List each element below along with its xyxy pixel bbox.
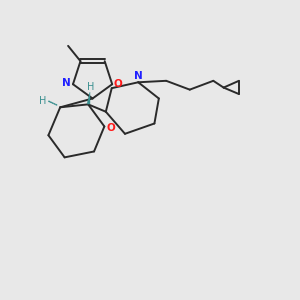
Text: N: N: [134, 71, 143, 81]
Text: O: O: [114, 79, 122, 88]
Text: H: H: [39, 96, 46, 106]
Text: O: O: [106, 123, 115, 133]
Polygon shape: [87, 92, 90, 104]
Text: N: N: [62, 78, 71, 88]
Text: H: H: [86, 82, 94, 92]
